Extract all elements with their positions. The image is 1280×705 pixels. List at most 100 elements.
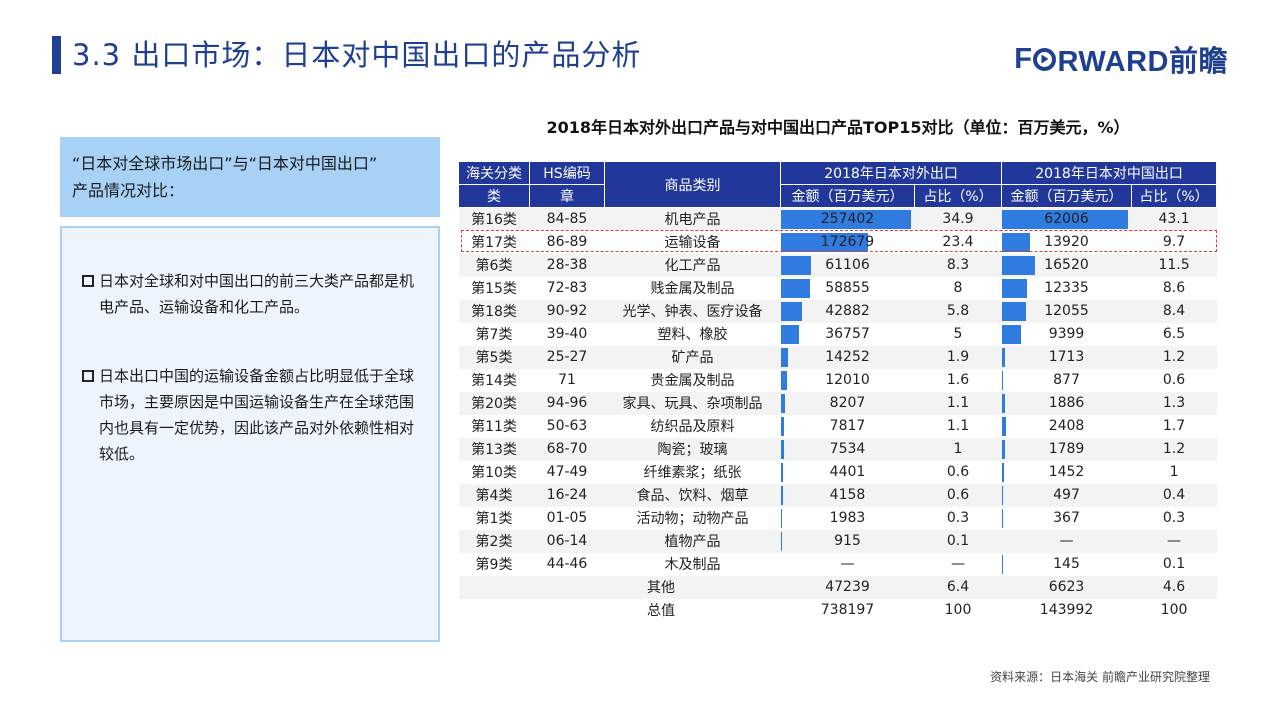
china-share-cell: 0.4 <box>1131 483 1217 507</box>
category-cell: 矿产品 <box>604 345 781 369</box>
amount-value: 36757 <box>825 326 870 342</box>
header-world-share: 占比（%） <box>913 184 1003 208</box>
logo-play-icon <box>1033 47 1057 71</box>
amount-bar <box>1001 324 1021 344</box>
world-share-cell: 0.6 <box>914 483 1002 507</box>
category-cell: 塑料、橡胶 <box>604 322 781 346</box>
amount-bar <box>780 255 812 275</box>
table-row: 第10类 47-49 纤维素浆；纸张 4401 0.6 1452 1 <box>458 460 1217 484</box>
world-amount-cell: 36757 <box>780 322 915 346</box>
world-share-cell: 5 <box>914 322 1002 346</box>
china-share-cell: 0.6 <box>1131 368 1217 392</box>
amount-bar <box>1001 416 1007 436</box>
amount-value: 497 <box>1053 487 1080 503</box>
world-amount-cell: 738197 <box>780 598 915 622</box>
hs-code-cell: 68-70 <box>529 437 605 461</box>
world-amount-cell: 8207 <box>780 391 915 415</box>
china-amount-cell: 877 <box>1001 368 1132 392</box>
amount-value: — <box>840 556 855 572</box>
world-share-cell: 0.3 <box>914 506 1002 530</box>
china-amount-cell: 145 <box>1001 552 1132 576</box>
china-amount-cell: 1886 <box>1001 391 1132 415</box>
customs-class-cell: 第6类 <box>458 253 530 277</box>
note-text: 日本出口中国的运输设备金额占比明显低于全球市场，主要原因是中国运输设备生产在全球… <box>99 367 415 463</box>
amount-value: 61106 <box>825 257 870 273</box>
total-row: 总值 738197 100 143992 100 <box>458 598 1217 622</box>
category-cell: 食品、饮料、烟草 <box>604 483 781 507</box>
china-amount-cell: 12335 <box>1001 276 1132 300</box>
amount-value: 7817 <box>829 418 866 434</box>
world-share-cell: 5.8 <box>914 299 1002 323</box>
world-amount-cell: 12010 <box>780 368 915 392</box>
amount-bar <box>780 278 811 298</box>
amount-bar <box>1001 232 1030 252</box>
world-amount-cell: 4158 <box>780 483 915 507</box>
page-title: 3.3 出口市场：日本对中国出口的产品分析 <box>72 38 642 72</box>
amount-value: 62006 <box>1044 211 1089 228</box>
table-row: 第17类 86-89 运输设备 172679 23.4 13920 9.7 <box>458 230 1217 254</box>
customs-class-cell: 第18类 <box>458 299 530 323</box>
amount-bar <box>780 462 783 482</box>
hs-code-cell: 25-27 <box>529 345 605 369</box>
customs-class-cell: 第10类 <box>458 460 530 484</box>
hs-code-cell: 86-89 <box>529 230 605 254</box>
hs-code-cell: 28-38 <box>529 253 605 277</box>
comparison-notes: 日本对全球和对中国出口的前三大类产品都是机电产品、运输设备和化工产品。 日本出口… <box>60 226 440 642</box>
china-share-cell: 11.5 <box>1131 253 1217 277</box>
world-amount-cell: 58855 <box>780 276 915 300</box>
comparison-header-line2: 产品情况对比： <box>72 181 185 200</box>
category-cell: 植物产品 <box>604 529 781 553</box>
amount-value: 1789 <box>1048 441 1085 457</box>
china-share-cell: 1 <box>1131 460 1217 484</box>
hs-code-cell: 06-14 <box>529 529 605 553</box>
amount-bar <box>1001 301 1026 321</box>
world-share-cell: 1.6 <box>914 368 1002 392</box>
china-share-cell: 0.3 <box>1131 506 1217 530</box>
china-share-cell: 8.4 <box>1131 299 1217 323</box>
china-amount-cell: 12055 <box>1001 299 1132 323</box>
china-share-cell: 0.1 <box>1131 552 1217 576</box>
amount-bar <box>1001 370 1004 390</box>
customs-class-cell: 第20类 <box>458 391 530 415</box>
world-share-cell: 1.9 <box>914 345 1002 369</box>
amount-value: 1452 <box>1048 464 1085 480</box>
world-share-cell: 1.1 <box>914 391 1002 415</box>
world-amount-cell: 915 <box>780 529 915 553</box>
amount-value: 1886 <box>1048 395 1085 411</box>
amount-value: 8207 <box>829 395 866 411</box>
world-share-cell: — <box>914 552 1002 576</box>
header-world-amount: 金额（百万美元） <box>780 184 915 208</box>
square-bullet-icon <box>82 370 94 382</box>
hs-code-cell: 44-46 <box>529 552 605 576</box>
amount-value: 4158 <box>829 487 866 503</box>
category-cell: 活动物；动物产品 <box>604 506 781 530</box>
amount-bar <box>780 324 800 344</box>
china-amount-cell: 6623 <box>1001 575 1132 599</box>
square-bullet-icon <box>82 275 94 287</box>
other-row: 其他 47239 6.4 6623 4.6 <box>458 575 1217 599</box>
amount-value: 172679 <box>820 234 875 250</box>
header-chapter-sub: 章 <box>529 184 605 208</box>
note-item: 日本对全球和对中国出口的前三大类产品都是机电产品、运输设备和化工产品。 <box>82 268 420 320</box>
table-row: 第2类 06-14 植物产品 915 0.1 — — <box>458 529 1217 553</box>
china-share-cell: 1.3 <box>1131 391 1217 415</box>
amount-value: 257402 <box>820 211 875 228</box>
header-china-export: 2018年日本对中国出口 <box>1001 161 1218 185</box>
hs-code-cell: 39-40 <box>529 322 605 346</box>
table-row: 第18类 90-92 光学、钟表、医疗设备 42882 5.8 12055 8.4 <box>458 299 1217 323</box>
category-cell: 木及制品 <box>604 552 781 576</box>
world-share-cell: 0.6 <box>914 460 1002 484</box>
world-amount-cell: 7534 <box>780 437 915 461</box>
comparison-header: “日本对全球市场出口”与“日本对中国出口” 产品情况对比： <box>60 137 440 217</box>
amount-value: 12010 <box>825 372 870 388</box>
category-cell: 陶瓷；玻璃 <box>604 437 781 461</box>
world-share-cell: 1 <box>914 437 1002 461</box>
customs-class-cell: 第17类 <box>458 230 530 254</box>
amount-bar <box>1001 439 1006 459</box>
customs-class-cell: 第13类 <box>458 437 530 461</box>
amount-bar <box>780 439 785 459</box>
china-amount-cell: 497 <box>1001 483 1132 507</box>
table-row: 第16类 84-85 机电产品 257402 34.9 62006 43.1 <box>458 207 1217 231</box>
hs-code-cell: 50-63 <box>529 414 605 438</box>
hs-code-cell: 84-85 <box>529 207 605 231</box>
